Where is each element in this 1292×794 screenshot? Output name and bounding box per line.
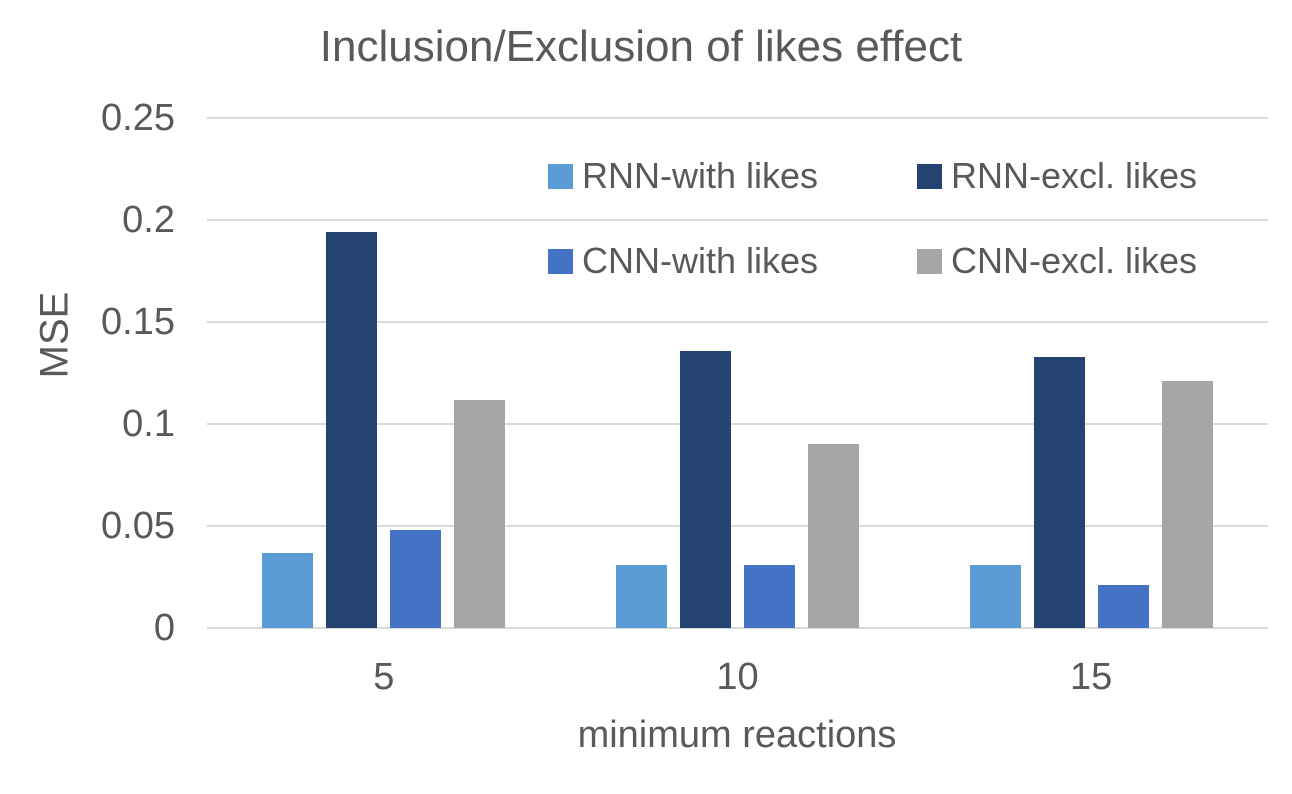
x-tick-label: 15 bbox=[1070, 656, 1113, 698]
legend-item: CNN-with likes bbox=[548, 240, 818, 282]
bar bbox=[969, 564, 1021, 628]
bar bbox=[454, 399, 506, 628]
bar bbox=[616, 564, 667, 628]
gridline bbox=[207, 627, 1268, 629]
legend-swatch-icon bbox=[917, 248, 942, 274]
gridline bbox=[207, 117, 1268, 119]
legend-label: CNN-excl. likes bbox=[951, 240, 1198, 281]
legend-label: RNN-with likes bbox=[582, 155, 819, 196]
legend-item: RNN-with likes bbox=[548, 155, 818, 197]
x-tick-label: 5 bbox=[373, 656, 395, 698]
y-tick-label: 0.1 bbox=[122, 403, 175, 445]
bar bbox=[1161, 381, 1213, 628]
bar bbox=[390, 530, 442, 628]
y-tick-label: 0.15 bbox=[101, 301, 175, 343]
bar bbox=[1033, 356, 1085, 628]
legend-item: RNN-excl. likes bbox=[917, 155, 1197, 197]
legend-item: CNN-excl. likes bbox=[917, 240, 1197, 282]
bar bbox=[808, 444, 859, 628]
y-tick-label: 0.25 bbox=[101, 97, 175, 139]
chart-title: Inclusion/Exclusion of likes effect bbox=[319, 22, 963, 71]
y-tick-label: 0.05 bbox=[101, 505, 175, 547]
legend-label: RNN-excl. likes bbox=[951, 155, 1198, 196]
bar bbox=[326, 232, 378, 628]
x-tick-label: 10 bbox=[716, 656, 759, 698]
gridline bbox=[207, 525, 1268, 527]
gridline bbox=[207, 219, 1268, 221]
y-tick-label: 0.2 bbox=[122, 199, 175, 241]
bar bbox=[744, 564, 795, 628]
legend-swatch-icon bbox=[917, 163, 942, 189]
x-axis-title: minimum reactions bbox=[577, 714, 897, 756]
gridline bbox=[207, 321, 1268, 323]
bar bbox=[262, 552, 314, 628]
bar bbox=[680, 350, 731, 628]
legend-label: CNN-with likes bbox=[582, 240, 819, 281]
legend-swatch-icon bbox=[548, 248, 573, 274]
y-tick-label: 0 bbox=[153, 607, 175, 649]
legend-swatch-icon bbox=[548, 163, 573, 189]
bar bbox=[1097, 585, 1149, 628]
gridline bbox=[207, 423, 1268, 425]
